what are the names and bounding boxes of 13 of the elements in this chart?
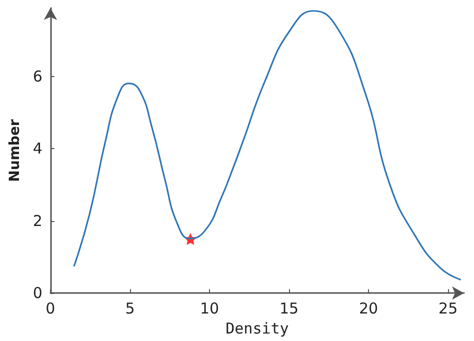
line-series <box>73 10 462 281</box>
y-tick-label: 2 <box>32 212 42 230</box>
x-tick-label: 15 <box>279 300 299 318</box>
y-tick-label: 6 <box>32 68 42 86</box>
x-tick-label: 10 <box>200 300 220 318</box>
x-tick-label: 25 <box>438 300 458 318</box>
y-tick-label: 0 <box>32 284 42 302</box>
x-tick-label: 5 <box>125 300 135 318</box>
x-tick-label: 20 <box>359 300 378 318</box>
y-tick-label: 4 <box>32 140 42 158</box>
x-tick-label: 0 <box>46 300 56 318</box>
x-axis-title: Density <box>226 320 289 338</box>
y-axis-title: Number <box>7 119 23 182</box>
